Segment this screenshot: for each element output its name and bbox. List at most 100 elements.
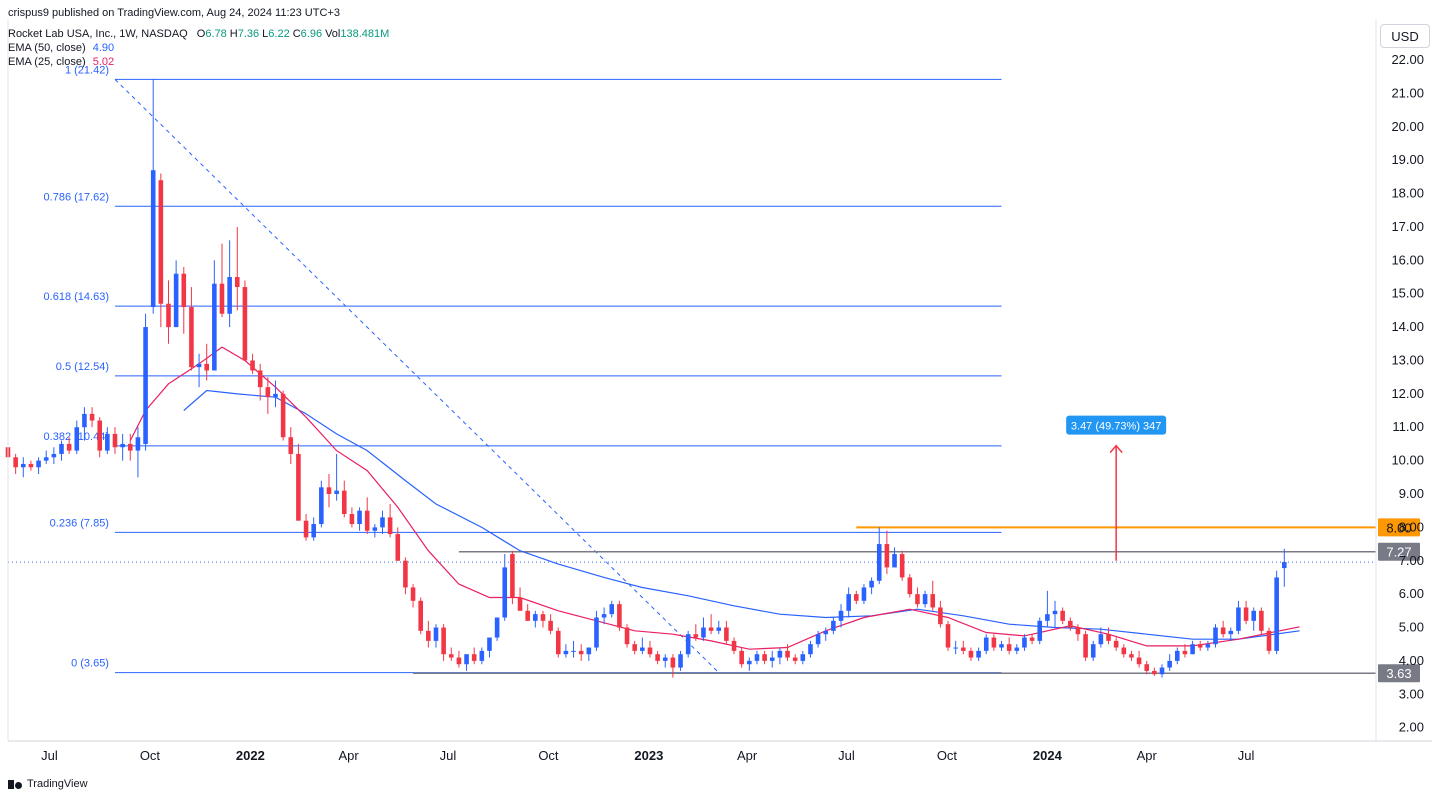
candle-body <box>74 427 80 451</box>
candle-body <box>1136 657 1142 665</box>
candle-body <box>494 617 500 638</box>
fib-level-label: 0.5 (12.54) <box>56 361 109 373</box>
candle-body <box>670 657 676 668</box>
x-tick-label: Oct <box>538 748 559 763</box>
candle-body <box>594 617 599 648</box>
candle-body <box>1167 660 1172 668</box>
candle-body <box>991 637 997 648</box>
candle-body <box>212 283 217 371</box>
y-tick-label: 17.00 <box>1391 219 1424 234</box>
x-tick-label: 2023 <box>634 748 663 763</box>
symbol-legend[interactable]: Rocket Lab USA, Inc., 1W, NASDAQ O6.78 H7… <box>8 28 389 40</box>
ema25-legend[interactable]: EMA (25, close) 5.02 <box>8 56 114 68</box>
candle-body <box>716 627 722 631</box>
candle-body <box>831 620 836 631</box>
candle-body <box>555 630 561 655</box>
candle-body <box>662 657 668 661</box>
y-tick-label: 16.00 <box>1391 252 1424 267</box>
fib-level-label: 0 (3.65) <box>71 658 109 670</box>
lower-range-price-label: 3.63 <box>1386 666 1411 681</box>
currency-button[interactable]: USD <box>1380 24 1430 48</box>
candle-body <box>395 534 401 561</box>
candle-body <box>640 647 645 651</box>
candle-body <box>1129 654 1134 658</box>
x-tick-label: Oct <box>937 748 958 763</box>
measure-arrow-head-icon <box>1109 444 1123 454</box>
candle-body <box>1205 644 1211 648</box>
candle-body <box>66 443 72 451</box>
candle-body <box>876 544 882 581</box>
candle-body <box>1090 644 1096 658</box>
candle-body <box>1220 627 1226 635</box>
y-tick-label: 9.00 <box>1399 486 1424 501</box>
candle-body <box>747 660 752 665</box>
footer-brand[interactable]: TradingView <box>8 778 88 790</box>
candle-body <box>578 650 584 655</box>
candle-body <box>869 580 874 588</box>
ema50-value: 4.90 <box>92 42 115 54</box>
candle-body <box>1014 647 1020 651</box>
x-tick-label: Apr <box>737 748 758 763</box>
fib-level-label: 0.236 (7.85) <box>50 517 109 529</box>
candle-body <box>372 527 378 531</box>
candle-body <box>227 277 232 314</box>
candle-body <box>502 567 508 618</box>
ohlc-l: L6.22 <box>262 28 290 40</box>
candle-body <box>257 370 263 388</box>
resistance-price-label: 8.00 <box>1386 520 1411 535</box>
candle-body <box>907 577 913 595</box>
candle-body <box>1022 637 1027 648</box>
candle-body <box>364 510 370 531</box>
candle-body <box>303 520 309 538</box>
candle-body <box>976 650 981 658</box>
x-tick-label: Jul <box>41 748 58 763</box>
candle-body <box>769 657 775 661</box>
candle-body <box>571 650 576 652</box>
candle-body <box>380 517 385 528</box>
y-tick-label: 2.00 <box>1399 720 1424 735</box>
lower-range-price-tag <box>1378 664 1420 683</box>
horizontal-levels[interactable]: 8.00 7.27 3.63 <box>8 518 1420 683</box>
y-tick-label: 7.00 <box>1399 553 1424 568</box>
candle-body <box>204 363 209 371</box>
fib-level-label: 0.786 (17.62) <box>44 191 109 203</box>
candle-body <box>533 614 538 621</box>
y-tick-label: 11.00 <box>1392 419 1424 434</box>
candle-body <box>448 654 454 658</box>
candle-body <box>296 453 301 521</box>
fibonacci-retracement[interactable]: 1 (21.42) 0.786 (17.62) 0.618 (14.63) 0.5 (… <box>44 64 1002 674</box>
candle-body <box>892 554 897 568</box>
candle-body <box>655 654 660 661</box>
candle-body <box>983 637 989 651</box>
candle-body <box>1060 610 1065 621</box>
candle-body <box>1251 610 1257 621</box>
candle-body <box>1259 610 1264 631</box>
candle-body <box>143 327 148 444</box>
candle-body <box>540 614 546 621</box>
ema50-legend[interactable]: EMA (50, close) 4.90 <box>8 42 114 54</box>
axes: 2.00 3.00 4.00 5.00 6.00 7.00 8.00 9.00 10.00 11.… <box>7 20 1432 763</box>
y-tick-label: 20.00 <box>1391 119 1424 134</box>
resistance-price-tag <box>1378 518 1420 537</box>
candle-body <box>938 607 943 625</box>
candle-body <box>1144 664 1150 671</box>
fib-level-label: 1 (21.42) <box>65 64 109 76</box>
x-tick-label: Oct <box>140 748 161 763</box>
candle-body <box>326 487 332 494</box>
candle-body <box>815 634 821 645</box>
candle-body <box>127 443 133 451</box>
candle-body <box>387 517 393 535</box>
candle-body <box>341 490 347 515</box>
measure-tool[interactable]: 3.47 (49.73%) 347 <box>1066 415 1167 561</box>
fib-trend-line <box>114 79 720 673</box>
candle-body <box>548 620 553 631</box>
candle-body <box>150 170 156 308</box>
fib-level-label: 0.618 (14.63) <box>44 291 109 303</box>
candle-body <box>785 650 790 658</box>
candle-body <box>1106 634 1111 641</box>
candle-body <box>731 640 737 651</box>
upper-range-price-label: 7.27 <box>1386 545 1411 560</box>
candle-body <box>1068 620 1073 628</box>
ohlc-c: C6.96 <box>292 28 323 40</box>
